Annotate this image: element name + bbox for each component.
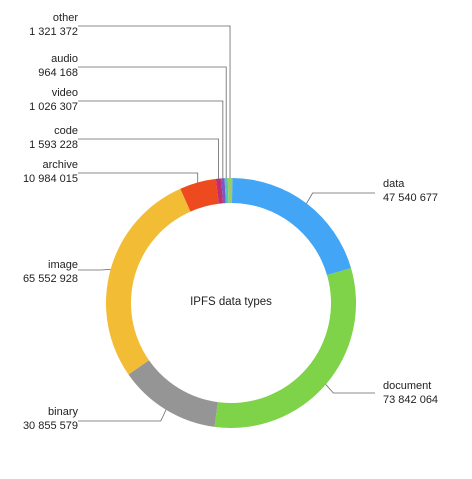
slice-label-data: data — [383, 178, 405, 190]
slice-binary — [128, 360, 218, 427]
slice-data — [231, 178, 352, 276]
leader-lines — [78, 25, 375, 422]
leader-line-data — [306, 192, 375, 204]
slice-value-video: 1 026 307 — [29, 101, 78, 113]
slice-labels: data 47 540 677 document 73 842 064 binary 30… — [23, 12, 438, 432]
slice-value-binary: 30 855 579 — [23, 420, 78, 432]
slice-other — [227, 178, 233, 204]
leader-line-archive — [78, 172, 199, 183]
slice-value-code: 1 593 228 — [29, 139, 78, 151]
slice-label-document: document — [383, 380, 431, 392]
slice-image — [105, 188, 191, 375]
leader-line-binary — [78, 409, 167, 422]
slice-video — [221, 178, 226, 204]
slice-label-other: other — [53, 12, 78, 24]
slice-label-archive: archive — [43, 159, 78, 171]
chart-center-label: IPFS data types — [190, 296, 272, 308]
slice-code — [215, 178, 224, 204]
leader-line-video — [78, 100, 224, 179]
leader-line-audio — [78, 66, 227, 179]
slice-value-data: 47 540 677 — [383, 192, 438, 204]
donut-slices — [105, 178, 356, 428]
slice-audio — [224, 178, 229, 204]
leader-line-image — [78, 268, 111, 271]
slice-label-image: image — [48, 259, 78, 271]
leader-line-code — [78, 138, 219, 179]
slice-value-audio: 964 168 — [38, 67, 78, 79]
slice-label-audio: audio — [51, 53, 78, 65]
leader-line-document — [325, 384, 375, 394]
slice-document — [214, 268, 356, 428]
leader-line-other — [78, 25, 231, 179]
slice-archive — [180, 178, 219, 212]
slice-value-other: 1 321 372 — [29, 26, 78, 38]
slice-value-document: 73 842 064 — [383, 394, 438, 406]
slice-label-code: code — [54, 125, 78, 137]
slice-value-image: 65 552 928 — [23, 273, 78, 285]
slice-label-binary: binary — [48, 406, 78, 418]
slice-value-archive: 10 984 015 — [23, 173, 78, 185]
slice-label-video: video — [52, 87, 78, 99]
